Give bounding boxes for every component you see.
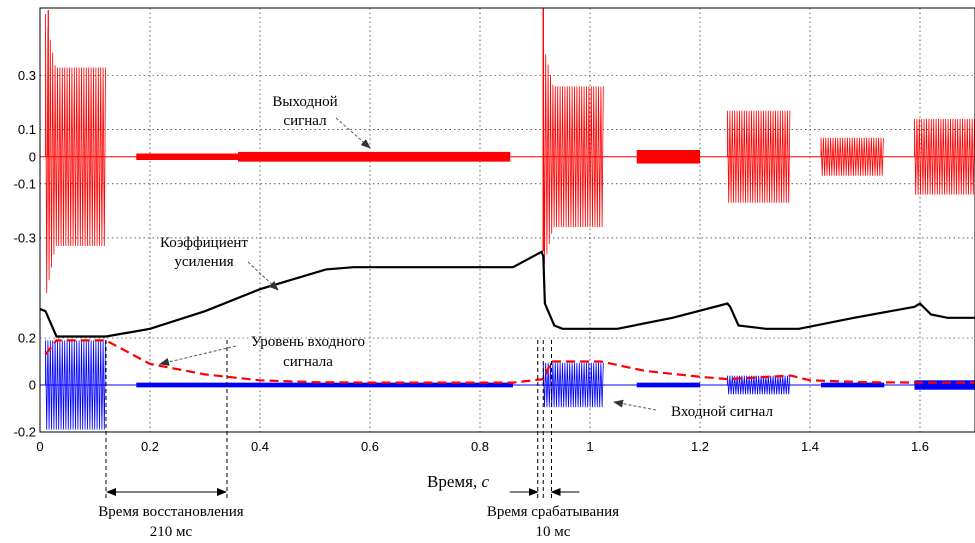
input-signal-pointer xyxy=(613,399,657,411)
y-tick-label: -0.1 xyxy=(14,176,36,191)
input-burst xyxy=(136,382,513,388)
output-burst xyxy=(820,137,884,176)
x-tick-label: 1.4 xyxy=(801,439,819,454)
input-burst xyxy=(542,362,604,408)
chart-grid xyxy=(40,8,975,433)
gain-label-2: усиления xyxy=(174,254,233,270)
gain-line xyxy=(39,250,975,338)
attack-time-label-1: Время срабатывания xyxy=(487,504,619,520)
x-tick-label: 0 xyxy=(36,439,43,454)
output-burst xyxy=(45,13,106,294)
recovery-time-label-2: 210 мс xyxy=(150,524,193,540)
y-tick-label: 0 xyxy=(29,378,36,393)
input-burst xyxy=(821,382,885,388)
y-tick-label: -0.3 xyxy=(14,230,36,245)
output-burst xyxy=(636,150,700,164)
y-tick-label: 0 xyxy=(29,149,36,164)
output-burst xyxy=(727,110,791,203)
plot-area xyxy=(39,8,975,430)
output-signal-pointer xyxy=(335,117,371,149)
output-signal-label-2: сигнал xyxy=(283,113,327,129)
recovery-time-label-1: Время восстановления xyxy=(98,504,243,520)
input-burst xyxy=(914,380,975,390)
input-level-label-2: сигнала xyxy=(283,354,333,370)
input-burst xyxy=(636,382,700,388)
plot-frame xyxy=(39,7,975,433)
output-signal-label-1: Выходной xyxy=(272,94,337,110)
output-burst xyxy=(542,44,604,265)
x-axis-label: Время, с xyxy=(427,472,489,491)
y-tick-label: 0.1 xyxy=(18,122,36,137)
x-tick-label: 1.6 xyxy=(911,439,929,454)
output-burst xyxy=(238,151,511,162)
x-tick-label: 0.2 xyxy=(141,439,159,454)
annotations xyxy=(105,117,657,500)
output-burst xyxy=(136,153,238,161)
input-level-pointer xyxy=(159,345,237,366)
input-level-label-1: Уровень входного xyxy=(251,334,365,350)
x-tick-label: 0.6 xyxy=(361,439,379,454)
x-tick-label: 0.4 xyxy=(251,439,269,454)
y-tick-label: -0.2 xyxy=(14,425,36,440)
input-level-line xyxy=(44,339,975,384)
gain-pointer xyxy=(247,261,279,291)
output-burst xyxy=(914,118,975,195)
attack-time-label-2: 10 мс xyxy=(536,524,571,540)
x-tick-label: 0.8 xyxy=(471,439,489,454)
input-signal-label: Входной сигнал xyxy=(671,404,773,420)
x-tick-label: 1 xyxy=(586,439,593,454)
tick-labels: 0 0.2 0.4 0.6 0.8 1 1.2 1.4 1.6 0.3 0.1 0 -0.1 -0.3 0.… xyxy=(14,68,929,454)
gain-label-1: Коэффициент xyxy=(160,235,248,251)
y-tick-label: 0.2 xyxy=(18,331,36,346)
y-tick-label: 0.3 xyxy=(18,68,36,83)
input-burst xyxy=(45,340,106,430)
x-tick-label: 1.2 xyxy=(691,439,709,454)
